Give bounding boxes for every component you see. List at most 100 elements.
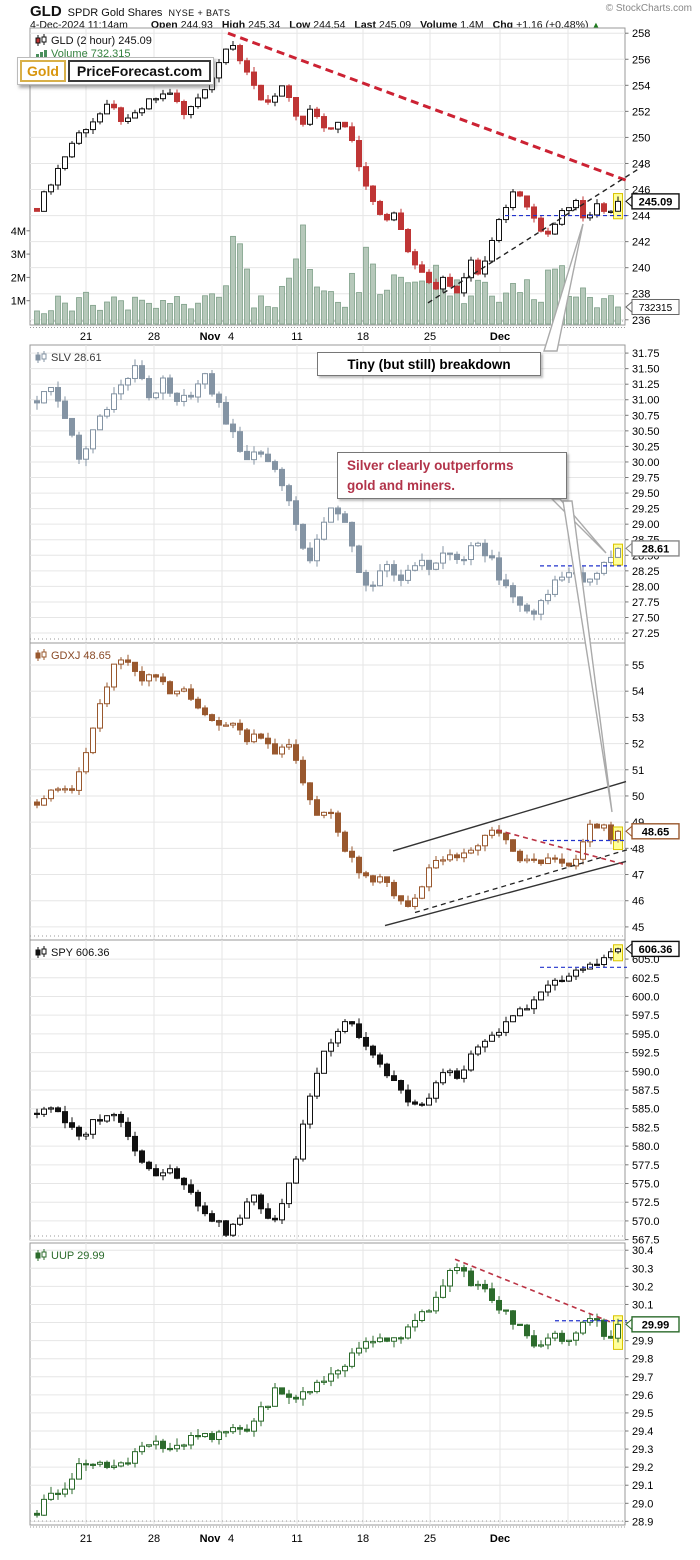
svg-text:602.5: 602.5 xyxy=(632,973,660,985)
copyright-label: © StockCharts.com xyxy=(605,3,692,14)
svg-text:29.9: 29.9 xyxy=(632,1336,653,1348)
svg-text:29.6: 29.6 xyxy=(632,1390,653,1402)
ticker-name: SPDR Gold Shares xyxy=(67,7,163,19)
svg-text:587.5: 587.5 xyxy=(632,1085,660,1097)
uup-panel: 28.9 29.0 29.1 29.2 29.3 29.4 29.5 29.6 29.7 29.8… xyxy=(29,1242,680,1528)
svg-text:29.4: 29.4 xyxy=(632,1426,653,1438)
spy-panel: 567.5 570.0 572.5 575.0 577.5 580.0 582.5 585.0… xyxy=(29,939,680,1247)
svg-text:252: 252 xyxy=(632,106,650,118)
svg-text:29.25: 29.25 xyxy=(632,504,660,516)
svg-text:27.50: 27.50 xyxy=(632,612,660,624)
svg-text:30.1: 30.1 xyxy=(632,1299,653,1311)
svg-text:18: 18 xyxy=(357,331,369,343)
svg-text:25: 25 xyxy=(424,1533,436,1545)
svg-text:250: 250 xyxy=(632,132,650,144)
svg-text:28.61: 28.61 xyxy=(642,543,670,555)
svg-text:11: 11 xyxy=(291,1533,302,1545)
svg-text:31.50: 31.50 xyxy=(632,364,660,376)
svg-text:577.5: 577.5 xyxy=(632,1160,660,1172)
svg-text:18: 18 xyxy=(357,1533,369,1545)
svg-text:580.0: 580.0 xyxy=(632,1141,660,1153)
svg-text:240: 240 xyxy=(632,263,650,275)
svg-text:UUP 29.99: UUP 29.99 xyxy=(51,1250,105,1262)
svg-text:SLV 28.61: SLV 28.61 xyxy=(51,352,102,364)
svg-text:732315: 732315 xyxy=(639,303,673,314)
svg-text:SPY 606.36: SPY 606.36 xyxy=(51,947,110,959)
svg-text:27.75: 27.75 xyxy=(632,597,660,609)
svg-text:52: 52 xyxy=(632,739,644,751)
svg-text:570.0: 570.0 xyxy=(632,1216,660,1228)
svg-text:GLD (2 hour) 245.09: GLD (2 hour) 245.09 xyxy=(51,35,152,47)
gold-priceforecast-logo[interactable]: Gold PriceForecast.com xyxy=(17,57,215,85)
svg-text:256: 256 xyxy=(632,54,650,66)
svg-text:590.0: 590.0 xyxy=(632,1066,660,1078)
svg-text:21: 21 xyxy=(80,331,92,343)
svg-text:11: 11 xyxy=(291,331,302,343)
svg-text:31.00: 31.00 xyxy=(632,395,660,407)
svg-text:30.00: 30.00 xyxy=(632,457,660,469)
svg-text:585.0: 585.0 xyxy=(632,1104,660,1116)
svg-text:606.36: 606.36 xyxy=(639,944,673,956)
svg-text:30.75: 30.75 xyxy=(632,410,660,422)
svg-text:46: 46 xyxy=(632,896,644,908)
svg-text:29.0: 29.0 xyxy=(632,1498,653,1510)
svg-text:600.0: 600.0 xyxy=(632,991,660,1003)
svg-text:30.4: 30.4 xyxy=(632,1245,653,1257)
svg-text:592.5: 592.5 xyxy=(632,1048,660,1060)
svg-text:48: 48 xyxy=(632,843,644,855)
ticker-symbol: GLD xyxy=(30,3,62,20)
annotation-silver-callout: Silver clearly outperforms gold and mine… xyxy=(337,452,567,499)
svg-text:254: 254 xyxy=(632,80,650,92)
svg-text:572.5: 572.5 xyxy=(632,1197,660,1209)
svg-text:30.25: 30.25 xyxy=(632,441,660,453)
svg-text:238: 238 xyxy=(632,289,650,301)
svg-text:29.75: 29.75 xyxy=(632,473,660,485)
svg-text:30.2: 30.2 xyxy=(632,1281,653,1293)
annotation-breakdown-text: Tiny (but still) breakdown xyxy=(347,356,511,372)
svg-text:258: 258 xyxy=(632,28,650,40)
change-up-arrow-icon: ▲ xyxy=(591,20,601,30)
svg-text:4: 4 xyxy=(228,1533,234,1545)
svg-text:31.75: 31.75 xyxy=(632,348,660,360)
svg-text:50: 50 xyxy=(632,791,644,803)
svg-text:29.50: 29.50 xyxy=(632,488,660,500)
svg-text:29.3: 29.3 xyxy=(632,1444,653,1456)
svg-text:28.25: 28.25 xyxy=(632,566,660,578)
svg-text:53: 53 xyxy=(632,712,644,724)
svg-text:28.00: 28.00 xyxy=(632,581,660,593)
exchange-label: NYSE + BATS xyxy=(168,8,231,18)
svg-text:30.3: 30.3 xyxy=(632,1263,653,1275)
svg-text:236: 236 xyxy=(632,315,650,327)
svg-text:597.5: 597.5 xyxy=(632,1010,660,1022)
svg-text:4M: 4M xyxy=(11,226,26,238)
annotation-silver-line2: gold and miners. xyxy=(347,478,456,494)
svg-text:29.00: 29.00 xyxy=(632,519,660,531)
annotation-breakdown-callout: Tiny (but still) breakdown xyxy=(317,352,541,376)
svg-text:3M: 3M xyxy=(11,249,26,261)
svg-text:55: 55 xyxy=(632,660,644,672)
svg-text:245.09: 245.09 xyxy=(639,196,673,208)
svg-text:29.8: 29.8 xyxy=(632,1354,653,1366)
svg-text:27.25: 27.25 xyxy=(632,628,660,640)
svg-text:28.9: 28.9 xyxy=(632,1516,653,1528)
svg-text:48.65: 48.65 xyxy=(642,826,670,838)
svg-text:21: 21 xyxy=(80,1533,92,1545)
svg-text:28: 28 xyxy=(148,331,160,343)
svg-text:Nov: Nov xyxy=(200,331,222,343)
logo-gold-word: Gold xyxy=(20,60,66,82)
svg-text:51: 51 xyxy=(632,765,644,777)
svg-text:30.50: 30.50 xyxy=(632,426,660,438)
svg-text:Dec: Dec xyxy=(490,1533,510,1545)
svg-text:2M: 2M xyxy=(11,272,26,284)
svg-text:Nov: Nov xyxy=(200,1533,222,1545)
svg-text:29.99: 29.99 xyxy=(642,1319,670,1331)
svg-text:4: 4 xyxy=(228,331,234,343)
svg-text:244: 244 xyxy=(632,211,650,223)
svg-text:25: 25 xyxy=(424,331,436,343)
annotation-arrows xyxy=(543,223,613,813)
chart-header: GLD SPDR Gold Shares NYSE + BATS © StockCh… xyxy=(30,3,692,20)
svg-text:29.1: 29.1 xyxy=(632,1480,653,1492)
